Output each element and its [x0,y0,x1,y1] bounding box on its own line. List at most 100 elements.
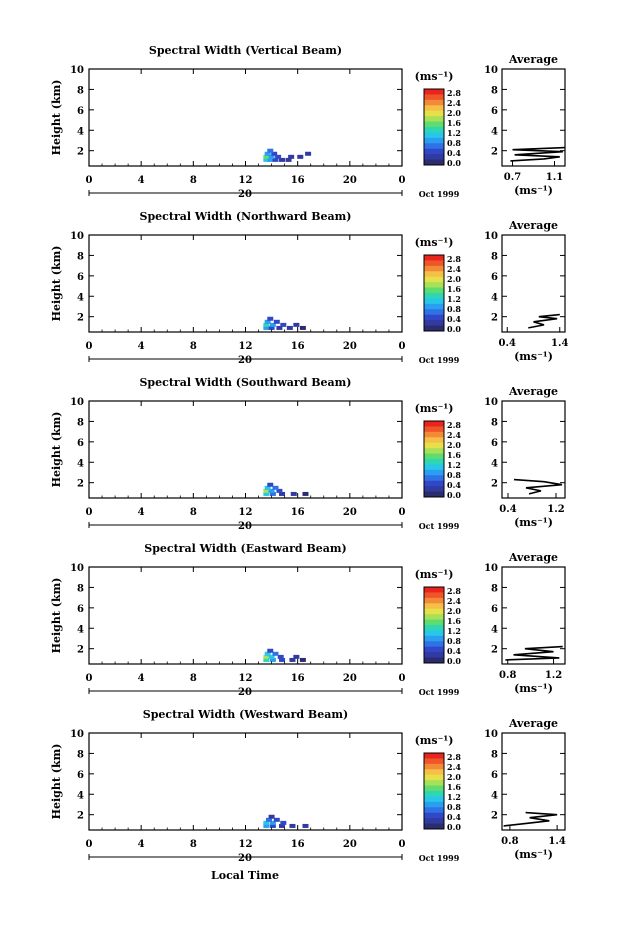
heatmap-cell [268,488,275,493]
profile-line [513,478,563,495]
x-tick-label: 0 [86,341,93,352]
colorbar-tick-label: 0.0 [447,490,461,500]
heatmap-cell [268,814,275,819]
y-tick-label: 8 [77,749,84,760]
colorbar-swatch [424,110,444,117]
x-tick-label: 20 [343,507,357,518]
colorbar-tick-label: 0.0 [447,656,461,666]
heatmap-cell [267,316,274,321]
colorbar-swatch [424,421,444,427]
x-tick-label: 12 [239,507,253,518]
colorbar-swatch [424,641,444,648]
profile-y-tick-label: 6 [491,770,498,781]
profile-x-label: (ms⁻¹) [514,682,553,695]
profile-x-tick-label: 1.1 [546,172,563,183]
heatmap-cell [263,154,270,159]
colorbar-tick-label: 0.8 [447,304,461,314]
profile-y-tick-label: 10 [484,563,498,574]
heatmap-cell [263,322,270,327]
colorbar-swatch [424,801,444,808]
colorbar-tick-label: 2.0 [447,772,461,782]
x-tick-label: 20 [343,175,357,186]
colorbar-swatch [424,325,444,332]
y-axis-label: Height (km) [50,578,63,654]
profile-y-tick-label: 8 [491,749,498,760]
y-tick-label: 10 [70,397,84,408]
x-tick-label: 0 [399,507,406,518]
panel-3: Spectral Width (Eastward Beam)0 4 8 12 16 20 0… [50,542,566,698]
heatmap-cell [269,823,276,828]
colorbar-swatch [424,785,444,792]
date-label: Oct 1999 [419,687,460,697]
date-label: Oct 1999 [419,355,460,365]
panel-2: Spectral Width (Southward Beam)0 4 8 12 16 20… [50,376,566,532]
heatmap-cell [276,488,283,493]
x-tick-label: 20 [343,341,357,352]
colorbar-tick-label: 2.4 [447,430,461,440]
colorbar-unit: (ms⁻¹) [415,70,454,83]
colorbar-tick-label: 0.0 [447,324,461,334]
profile-x-tick-label: 1.4 [551,338,568,349]
colorbar-swatch [424,143,444,150]
heatmap-cell [286,325,293,330]
colorbar-swatch [424,630,444,637]
profile-title: Average [508,551,558,564]
colorbar-swatch [424,619,444,626]
colorbar-swatch [424,592,444,599]
colorbar-swatch [424,159,444,166]
colorbar-swatch [424,780,444,786]
heatmap-cell [279,157,286,162]
colorbar-swatch [424,753,444,759]
colorbar-tick-label: 0.4 [447,148,461,158]
profile-frame [501,732,566,831]
colorbar-swatch [424,453,444,460]
colorbar-tick-label: 2.8 [447,752,461,762]
colorbar-tick-label: 2.8 [447,254,461,264]
heatmap-cell [267,482,274,487]
day-label: 20 [238,189,252,200]
heatmap-cell [263,488,270,493]
day-label: 20 [238,521,252,532]
colorbar-swatch [424,137,444,144]
colorbar-tick-label: 0.8 [447,138,461,148]
heatmap-cell [280,820,287,825]
profile-x-label: (ms⁻¹) [514,848,553,861]
profile-x-tick-label: 1.2 [547,504,564,515]
colorbar-swatch [424,437,444,444]
colorbar-frame [423,88,445,166]
colorbar-frame [423,254,445,332]
x-tick-label: 0 [86,175,93,186]
profile-title: Average [508,385,558,398]
colorbar-swatch [424,818,444,824]
colorbar-swatch [424,475,444,482]
heatmap-cell [280,322,287,327]
colorbar-swatch [424,448,444,454]
colorbar-unit: (ms⁻¹) [415,568,454,581]
profile-y-tick-label: 8 [491,583,498,594]
y-axis-label: Height (km) [50,412,63,488]
colorbar-tick-label: 0.4 [447,314,461,324]
heatmap-cell [279,657,286,662]
y-tick-label: 6 [77,106,84,117]
profile-x-label: (ms⁻¹) [514,350,553,363]
colorbar-swatch [424,154,444,160]
colorbar-tick-label: 1.2 [447,460,461,470]
heatmap-cell [267,648,274,653]
heatmap-cell [289,657,296,662]
x-tick-label: 4 [138,175,145,186]
colorbar-swatch [424,265,444,272]
colorbar-swatch [424,812,444,819]
heatmap-cell [264,151,271,156]
colorbar-swatch [424,116,444,122]
heatmap-cell [293,322,300,327]
colorbar-tick-label: 2.8 [447,586,461,596]
profile-y-tick-label: 2 [491,147,498,158]
colorbar-swatch [424,603,444,610]
colorbar-tick-label: 1.6 [447,118,461,128]
x-tick-label: 8 [190,341,197,352]
colorbar-swatch [424,132,444,139]
heatmap-cell [273,817,280,822]
heatmap-cell [288,154,295,159]
plot-frame [88,732,403,831]
heatmap-cell [289,823,296,828]
